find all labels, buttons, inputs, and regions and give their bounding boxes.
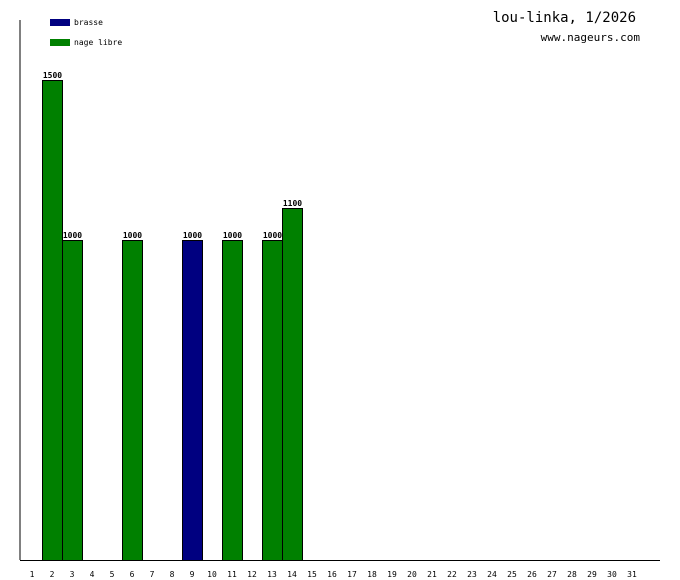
x-tick-label: 8 xyxy=(170,570,175,579)
x-tick-label: 15 xyxy=(307,570,317,579)
x-tick-label: 12 xyxy=(247,570,257,579)
bar-value-label: 1000 xyxy=(183,231,202,240)
bar-value-label: 1000 xyxy=(63,231,82,240)
x-tick-label: 22 xyxy=(447,570,457,579)
x-tick-labels: 1 2 3 4 5 6 7 8 9 10 11 12 13 14 15 16 17 18 19 20 21 22 23 24 2… xyxy=(30,570,637,579)
x-tick-label: 18 xyxy=(367,570,377,579)
x-tick-label: 20 xyxy=(407,570,417,579)
legend-swatch-brasse xyxy=(50,19,70,26)
legend-label-nage-libre: nage libre xyxy=(74,38,122,47)
x-tick-label: 2 xyxy=(50,570,55,579)
x-tick-label: 3 xyxy=(70,570,75,579)
legend-label-brasse: brasse xyxy=(74,18,103,27)
x-tick-label: 19 xyxy=(387,570,397,579)
x-tick-label: 4 xyxy=(90,570,95,579)
bar-value-label: 1100 xyxy=(283,199,302,208)
x-tick-label: 26 xyxy=(527,570,537,579)
x-tick-label: 23 xyxy=(467,570,477,579)
x-tick-label: 16 xyxy=(327,570,337,579)
legend: brasse nage libre xyxy=(50,18,122,47)
bar-value-label: 1000 xyxy=(123,231,142,240)
x-tick-label: 1 xyxy=(30,570,35,579)
x-tick-label: 5 xyxy=(110,570,115,579)
chart-title: lou-linka, 1/2026 xyxy=(493,10,636,26)
x-tick-label: 28 xyxy=(567,570,577,579)
x-tick-label: 13 xyxy=(267,570,277,579)
bar xyxy=(182,240,203,561)
x-tick-label: 10 xyxy=(207,570,217,579)
bar xyxy=(122,240,143,561)
x-tick-label: 31 xyxy=(627,570,637,579)
bar xyxy=(222,240,243,561)
x-tick-label: 21 xyxy=(427,570,437,579)
bar xyxy=(282,208,303,561)
x-tick-label: 9 xyxy=(190,570,195,579)
chart-subtitle: www.nageurs.com xyxy=(541,31,641,44)
bar xyxy=(62,240,83,561)
x-tick-label: 11 xyxy=(227,570,237,579)
x-tick-label: 25 xyxy=(507,570,517,579)
bars-group: 1000 1500 1000 1000 1000 1000 1100 xyxy=(42,71,303,561)
bar-value-label: 1000 xyxy=(223,231,242,240)
x-tick-label: 27 xyxy=(547,570,557,579)
x-tick-label: 30 xyxy=(607,570,617,579)
bar xyxy=(262,240,283,561)
x-tick-label: 29 xyxy=(587,570,597,579)
bar-value-label: 1500 xyxy=(43,71,62,80)
x-tick-label: 17 xyxy=(347,570,357,579)
bar xyxy=(42,80,63,561)
bar-value-label: 1000 xyxy=(263,231,282,240)
x-tick-label: 6 xyxy=(130,570,135,579)
x-tick-label: 24 xyxy=(487,570,497,579)
x-tick-label: 7 xyxy=(150,570,155,579)
legend-swatch-nage-libre xyxy=(50,39,70,46)
x-tick-label: 14 xyxy=(287,570,297,579)
